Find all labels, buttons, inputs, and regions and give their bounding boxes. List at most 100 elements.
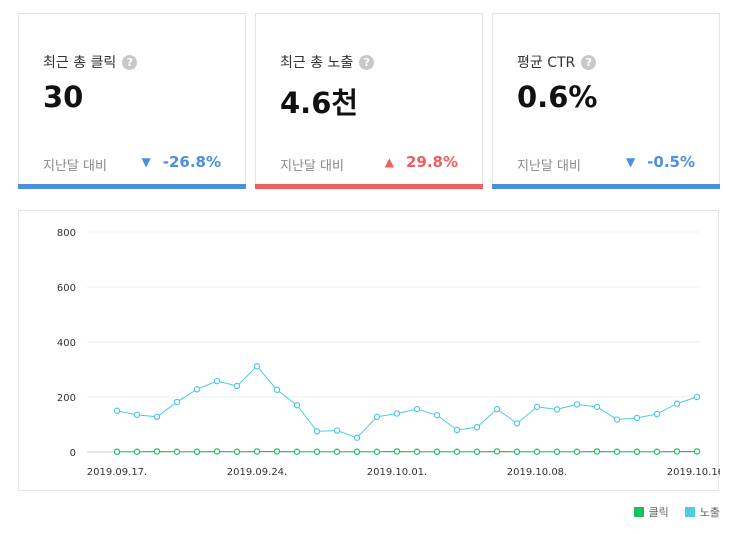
impressions-data-point: [633, 414, 641, 422]
ctr-change: ▼ -0.5%: [626, 153, 695, 171]
clicks-data-point: [673, 448, 681, 455]
impressions-data-point: [673, 400, 681, 407]
total-clicks-card: 최근 총 클릭 ? 30 지난달 대비 ▼ -26.8%: [18, 13, 246, 189]
impressions-data-point: [173, 398, 181, 406]
clicks-data-point: [373, 448, 381, 455]
impressions-data-point: [573, 401, 581, 408]
impressions-data-point: [333, 427, 341, 434]
clicks-data-point: [433, 448, 441, 455]
chart-legend: 클릭 노출: [618, 504, 720, 520]
triangle-down-icon: ▼: [141, 155, 151, 169]
triangle-down-icon: ▼: [625, 155, 636, 169]
clicks-data-point: [413, 448, 421, 455]
trend-chart: 0 200 400 600 800 2019.09.17. 2019.09.24. 2019.…: [18, 210, 720, 491]
x-tick-label: 2019.10.08.: [507, 467, 567, 478]
impressions-data-point: [533, 403, 541, 411]
help-icon[interactable]: ?: [359, 54, 375, 70]
compare-label: 지난달 대비: [43, 159, 107, 174]
clicks-change-value: -26.8%: [162, 153, 221, 171]
clicks-data-point: [593, 448, 601, 455]
impressions-data-point: [653, 410, 661, 418]
help-icon[interactable]: ?: [122, 54, 138, 70]
clicks-data-point: [473, 448, 481, 455]
impressions-data-point: [293, 402, 301, 409]
x-tick-label: 2019.10.01.: [367, 467, 427, 478]
clicks-data-point: [553, 448, 561, 455]
impressions-data-point: [393, 410, 401, 417]
triangle-up-icon: ▲: [384, 155, 394, 169]
impressions-data-point: [493, 405, 501, 413]
clicks-data-point: [333, 448, 341, 455]
ctr-change-value: -0.5%: [647, 153, 695, 171]
clicks-data-point: [353, 448, 361, 455]
legend-item-impressions[interactable]: 노출: [684, 504, 720, 520]
impressions-data-point: [233, 382, 241, 390]
clicks-data-point: [273, 448, 281, 455]
total-impressions-card: 최근 총 노출 ? 4.6천 지난달 대비 ▲ 29.8%: [255, 13, 483, 189]
impressions-data-point: [413, 405, 421, 413]
clicks-data-point: [653, 448, 661, 455]
card-title-text: 최근 총 노출: [280, 55, 354, 71]
card-accent-bar: [255, 184, 483, 189]
impressions-data-point: [473, 424, 481, 431]
clicks-data-point: [313, 448, 321, 455]
help-icon[interactable]: ?: [581, 54, 597, 70]
compare-label: 지난달 대비: [517, 159, 581, 174]
impressions-data-point: [613, 416, 621, 423]
clicks-data-point: [213, 448, 221, 455]
card-title-text: 평균 CTR: [517, 55, 576, 71]
clicks-change: ▼ -26.8%: [142, 153, 222, 171]
impressions-data-point: [553, 406, 561, 413]
impressions-data-point: [313, 428, 321, 435]
clicks-data-point: [453, 448, 461, 455]
legend-label-impressions: 노출: [699, 506, 720, 519]
y-tick-label: 0: [70, 448, 76, 459]
card-accent-bar: [492, 184, 720, 189]
legend-swatch-clicks: [633, 507, 644, 517]
clicks-data-point: [293, 448, 301, 455]
clicks-data-point: [193, 448, 201, 455]
clicks-data-point: [113, 448, 121, 455]
y-tick-label: 800: [57, 228, 76, 239]
impressions-data-point: [433, 411, 441, 419]
clicks-data-point: [253, 448, 261, 455]
card-title: 최근 총 노출 ?: [280, 52, 375, 72]
impressions-data-point: [253, 362, 261, 370]
legend-swatch-impressions: [684, 507, 695, 517]
clicks-data-point: [153, 448, 161, 455]
x-tick-label: 2019.10.16.: [667, 467, 720, 478]
clicks-data-point: [173, 448, 181, 455]
impressions-data-point: [693, 393, 701, 401]
y-tick-label: 600: [57, 283, 76, 294]
clicks-data-point: [233, 448, 241, 455]
compare-label: 지난달 대비: [280, 159, 344, 174]
card-accent-bar: [18, 184, 246, 189]
clicks-data-point: [493, 448, 501, 455]
clicks-data-point: [613, 448, 621, 455]
impressions-data-point: [153, 413, 161, 420]
clicks-data-point: [573, 448, 581, 455]
clicks-data-point: [133, 448, 141, 455]
card-title: 평균 CTR ?: [517, 52, 597, 72]
impressions-data-point: [373, 413, 381, 420]
clicks-data-point: [513, 448, 521, 455]
x-tick-label: 2019.09.17.: [87, 467, 147, 478]
impressions-data-point: [353, 434, 361, 441]
average-ctr-card: 평균 CTR ? 0.6% 지난달 대비 ▼ -0.5%: [492, 13, 720, 189]
total-impressions-value: 4.6천: [280, 86, 359, 120]
impressions-data-point: [453, 426, 461, 434]
impressions-series-line: [116, 365, 698, 439]
average-ctr-value: 0.6%: [517, 80, 598, 114]
clicks-data-point: [393, 448, 401, 455]
impressions-data-point: [213, 377, 221, 385]
legend-item-clicks[interactable]: 클릭: [633, 504, 669, 520]
clicks-data-point: [693, 448, 701, 455]
card-title: 최근 총 클릭 ?: [43, 52, 138, 72]
total-clicks-value: 30: [43, 80, 84, 114]
clicks-data-point: [633, 448, 641, 455]
impressions-change-value: 29.8%: [405, 153, 458, 171]
impressions-change: ▲ 29.8%: [385, 153, 458, 171]
clicks-data-point: [533, 448, 541, 455]
impressions-data-point: [593, 403, 601, 411]
legend-label-clicks: 클릭: [648, 506, 669, 519]
